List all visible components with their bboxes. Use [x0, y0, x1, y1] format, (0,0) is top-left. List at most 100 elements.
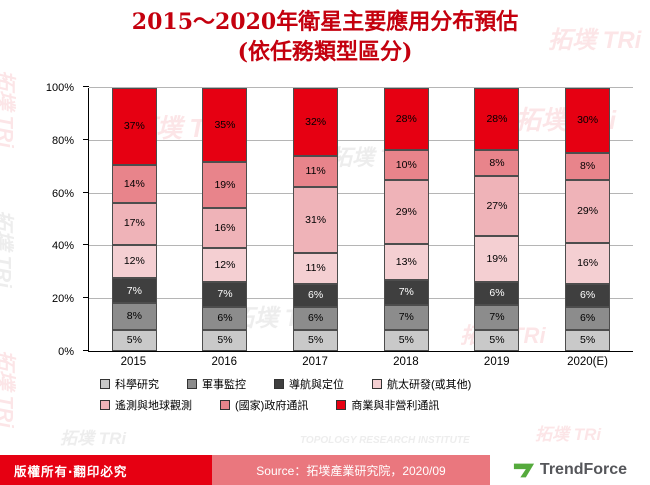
trendforce-logo-icon: [513, 460, 535, 480]
y-tick-mark: [83, 191, 89, 193]
legend-label: 商業與非營利通訊: [351, 400, 440, 412]
bar-segment: 5%: [565, 329, 611, 351]
bar-value-label: 7%: [217, 288, 233, 301]
bar-segment: 12%: [111, 244, 157, 279]
bar-segment: 12%: [202, 248, 248, 282]
bar-value-label: 11%: [305, 262, 326, 275]
y-tick-label: 80%: [51, 134, 74, 147]
y-tick-label: 60%: [51, 187, 74, 200]
legend-swatch: [372, 379, 382, 389]
watermark: 拓墣 TRi: [535, 425, 602, 444]
bar-value-label: 17%: [123, 217, 145, 230]
bar-segment: 19%: [474, 236, 520, 282]
gridline: [89, 139, 633, 141]
x-axis-label: 2018: [393, 356, 419, 368]
legend-swatch: [100, 400, 110, 410]
legend-label: 科學研究: [115, 379, 159, 391]
y-tick-mark: [83, 350, 89, 351]
legend-item: 航太研發(或其他): [372, 376, 471, 392]
gridline: [89, 192, 633, 194]
brand-area: TrendForce: [490, 455, 650, 485]
bar-segment: 7%: [383, 279, 429, 305]
bar-value-label: 12%: [123, 255, 145, 268]
bar-value-label: 5%: [398, 334, 414, 347]
bar-value-label: 30%: [577, 114, 599, 127]
footer-bar: 版權所有‧翻印必究 Source：拓墣產業研究院，2020/09 TrendFo…: [0, 455, 650, 485]
bar-segment: 19%: [202, 161, 248, 208]
legend-item: 遙測與地球觀測: [100, 397, 192, 413]
legend-swatch: [220, 400, 230, 410]
x-axis-label: 2020(E): [567, 356, 609, 368]
legend-label: 導航與定位: [289, 379, 344, 391]
bar-value-label: 6%: [308, 312, 324, 325]
legend-label: 航太研發(或其他): [387, 379, 472, 391]
bar-segment: 6%: [293, 284, 339, 308]
bar-value-label: 16%: [214, 221, 236, 234]
bar-segment: 17%: [111, 202, 157, 245]
bar-segment: 27%: [474, 176, 520, 237]
bar-value-label: 7%: [398, 310, 414, 323]
x-axis-label: 2017: [302, 356, 328, 368]
bar-value-label: 31%: [305, 213, 327, 226]
bar-value-label: 6%: [308, 289, 324, 302]
bar-segment: 28%: [474, 87, 520, 150]
bar-value-label: 8%: [126, 310, 142, 323]
stacked-bar-2015: 5% 8% 7% 12% 17% 14% 37%: [111, 88, 157, 351]
watermark: 拓墣 TRi: [0, 350, 16, 428]
bar-segment: 29%: [383, 180, 429, 245]
y-tick-label: 0%: [58, 346, 74, 358]
source-note: Source：拓墣產業研究院，2020/09: [212, 455, 490, 485]
bar-segment: 6%: [474, 281, 520, 305]
bar-segment: 29%: [565, 179, 611, 244]
bar-value-label: 19%: [486, 252, 508, 265]
bar-value-label: 14%: [123, 177, 145, 190]
y-tick-label: 100%: [45, 82, 74, 94]
y-tick-mark: [83, 244, 89, 246]
bar-value-label: 8%: [489, 156, 505, 169]
bar-value-label: 7%: [126, 284, 142, 297]
bar-segment: 6%: [293, 307, 339, 330]
bar-segment: 7%: [202, 281, 248, 307]
bar-segment: 5%: [111, 329, 157, 351]
bar-segment: 7%: [474, 304, 520, 330]
y-tick-mark: [83, 297, 89, 299]
chart-title: 2015～2020年衛星主要應用分布預估 (依任務類型區分): [0, 8, 650, 67]
bar-value-label: 13%: [395, 255, 417, 268]
chart-title-line1: 2015～2020年衛星主要應用分布預估: [131, 9, 519, 35]
bar-segment: 30%: [565, 87, 611, 154]
bar-segment: 6%: [565, 283, 611, 307]
bar-segment: 8%: [565, 153, 611, 180]
bar-value-label: 6%: [580, 288, 596, 301]
legend-swatch: [187, 379, 197, 389]
bar-segment: 10%: [383, 150, 429, 181]
bar-segment: 5%: [383, 329, 429, 351]
legend-label: 軍事監控: [202, 379, 246, 391]
legend-label: (國家)政府通訊: [235, 400, 309, 412]
stacked-bar-2019: 5% 7% 6% 19% 27% 8% 28%: [474, 87, 520, 351]
bar-value-label: 6%: [489, 287, 505, 300]
y-tick-mark: [83, 138, 89, 140]
bar-value-label: 7%: [489, 311, 505, 324]
bar-value-label: 12%: [214, 258, 236, 271]
bar-value-label: 5%: [489, 334, 505, 347]
gridline: [89, 87, 633, 88]
bar-value-label: 5%: [308, 334, 324, 347]
bar-value-label: 7%: [398, 286, 414, 299]
brand-name: TrendForce: [539, 461, 628, 478]
bar-segment: 14%: [111, 165, 157, 203]
bar-segment: 32%: [293, 87, 339, 156]
bar-value-label: 37%: [123, 120, 145, 133]
bar-value-label: 29%: [577, 205, 599, 218]
bar-value-label: 5%: [217, 334, 233, 347]
bar-value-label: 10%: [395, 159, 417, 171]
bar-segment: 6%: [565, 306, 611, 330]
bar-value-label: 28%: [395, 112, 417, 125]
bar-segment: 8%: [474, 149, 520, 177]
x-axis: 2015 2016 2017 2018 2019 2020(E): [88, 356, 633, 368]
y-tick-label: 40%: [51, 240, 74, 253]
bar-segment: 16%: [565, 243, 611, 284]
legend-swatch: [100, 379, 110, 389]
chart-title-line2: (依任務類型區分): [237, 38, 413, 65]
chart-legend: 科學研究 軍事監控 導航與定位 航太研發(或其他) 遙測與地球觀測 (國家)政府通訊 商業與…: [100, 376, 645, 418]
